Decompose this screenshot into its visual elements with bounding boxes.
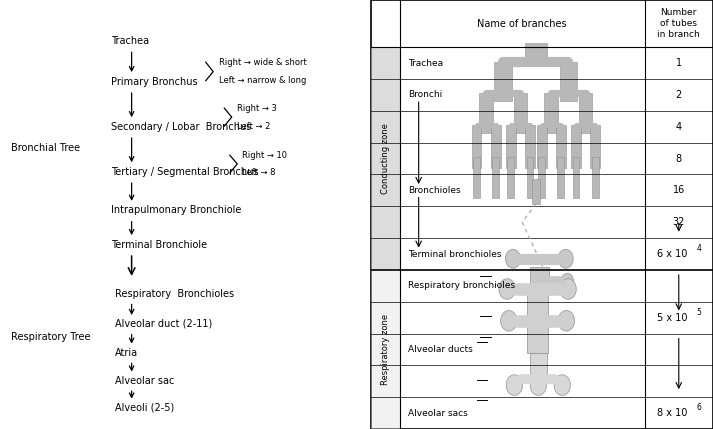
Text: Terminal Bronchiole: Terminal Bronchiole	[111, 239, 207, 250]
Text: Alveoli (2-5): Alveoli (2-5)	[115, 402, 174, 413]
Bar	[571, 125, 580, 168]
Text: Respiratory  Bronchioles: Respiratory Bronchioles	[115, 289, 234, 299]
Bar	[506, 125, 515, 168]
Text: Number
of tubes
in branch: Number of tubes in branch	[657, 8, 700, 39]
Text: 6 x 10: 6 x 10	[657, 249, 687, 259]
Bar	[590, 125, 600, 168]
Bar	[528, 286, 548, 353]
Text: 4: 4	[676, 122, 682, 132]
Bar	[573, 157, 580, 198]
Bar	[371, 270, 400, 429]
Bar	[525, 125, 535, 168]
Circle shape	[560, 279, 576, 299]
Text: Primary Bronchus: Primary Bronchus	[111, 76, 198, 87]
Circle shape	[530, 375, 546, 396]
Circle shape	[561, 273, 573, 289]
Text: Tertiary / Segmental Bronchus: Tertiary / Segmental Bronchus	[111, 166, 259, 177]
Circle shape	[501, 311, 517, 331]
Text: 1: 1	[676, 58, 682, 68]
Bar	[371, 47, 400, 270]
Bar	[513, 94, 528, 133]
Bar	[537, 125, 546, 168]
Circle shape	[554, 375, 570, 396]
Bar	[479, 94, 493, 133]
Text: Respiratory Tree: Respiratory Tree	[11, 332, 91, 342]
Circle shape	[506, 375, 523, 396]
Text: Left → 8: Left → 8	[242, 169, 275, 177]
Text: Alveolar ducts: Alveolar ducts	[409, 345, 473, 354]
Text: 6: 6	[696, 403, 701, 412]
Text: Trachea: Trachea	[409, 59, 443, 68]
Text: 8: 8	[676, 154, 682, 163]
Text: 16: 16	[672, 185, 685, 195]
Text: Left → 2: Left → 2	[237, 122, 270, 130]
Text: 2: 2	[676, 90, 682, 100]
Bar	[472, 125, 481, 168]
Text: 5: 5	[696, 308, 701, 317]
Bar	[530, 267, 549, 286]
Text: Conducting zone: Conducting zone	[381, 123, 390, 194]
Text: Left → narrow & long: Left → narrow & long	[219, 76, 306, 85]
Text: Right → 3: Right → 3	[237, 104, 277, 112]
Text: Secondary / Lobar  Bronchus: Secondary / Lobar Bronchus	[111, 121, 252, 132]
Text: Bronchi: Bronchi	[409, 91, 443, 100]
Text: Respiratory bronchioles: Respiratory bronchioles	[409, 281, 515, 290]
Circle shape	[558, 311, 575, 331]
Bar	[525, 43, 547, 60]
Circle shape	[506, 249, 520, 268]
Bar	[545, 94, 558, 133]
Bar	[556, 125, 565, 168]
Bar	[592, 157, 598, 198]
Text: 8 x 10: 8 x 10	[657, 408, 687, 418]
Text: Alveolar sacs: Alveolar sacs	[409, 408, 468, 417]
Text: 4: 4	[696, 245, 701, 254]
Text: Terminal bronchioles: Terminal bronchioles	[409, 250, 502, 259]
Bar	[493, 157, 499, 198]
Text: Right → 10: Right → 10	[242, 151, 287, 160]
Bar	[579, 94, 593, 133]
Text: Atria: Atria	[115, 347, 138, 358]
Text: Alveolar sac: Alveolar sac	[115, 375, 174, 386]
Bar	[538, 157, 545, 198]
Bar	[527, 157, 533, 198]
Text: Trachea: Trachea	[111, 36, 149, 46]
Bar	[532, 179, 540, 204]
Circle shape	[558, 249, 573, 268]
Text: Intrapulmonary Bronchiole: Intrapulmonary Bronchiole	[111, 205, 242, 215]
Text: Bronchial Tree: Bronchial Tree	[11, 143, 81, 153]
Bar	[495, 61, 512, 101]
Text: Right → wide & short: Right → wide & short	[219, 58, 307, 66]
Bar	[558, 157, 564, 198]
Bar	[560, 61, 578, 101]
Bar	[473, 157, 480, 198]
Text: 5 x 10: 5 x 10	[657, 313, 687, 323]
Text: Alveolar duct (2-11): Alveolar duct (2-11)	[115, 319, 212, 329]
Text: Bronchioles: Bronchioles	[409, 186, 461, 195]
Bar	[530, 353, 547, 381]
Text: Name of branches: Name of branches	[478, 18, 567, 29]
Circle shape	[499, 279, 515, 299]
Text: 32: 32	[672, 217, 685, 227]
Bar	[491, 125, 501, 168]
Text: Respiratory zone: Respiratory zone	[381, 314, 390, 385]
Bar	[508, 157, 514, 198]
